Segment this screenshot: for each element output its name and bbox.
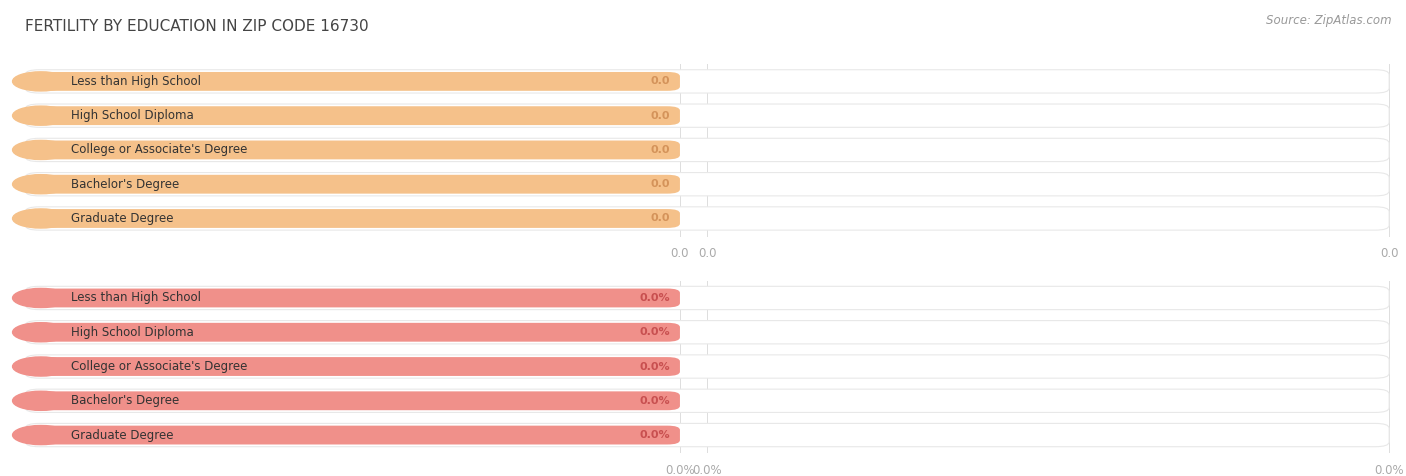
Text: 0.0%: 0.0% [640,361,671,372]
FancyBboxPatch shape [25,355,1389,378]
FancyBboxPatch shape [25,287,1389,309]
FancyBboxPatch shape [25,288,681,307]
Text: Less than High School: Less than High School [70,75,201,88]
Circle shape [13,426,69,445]
Circle shape [13,323,69,342]
Text: 0.0: 0.0 [651,110,671,121]
Text: FERTILITY BY EDUCATION IN ZIP CODE 16730: FERTILITY BY EDUCATION IN ZIP CODE 16730 [25,19,368,34]
Circle shape [13,288,69,307]
FancyBboxPatch shape [25,391,681,410]
Circle shape [13,175,69,194]
Text: College or Associate's Degree: College or Associate's Degree [70,143,247,157]
Circle shape [13,209,69,228]
Text: High School Diploma: High School Diploma [70,326,194,339]
FancyBboxPatch shape [25,426,681,445]
Text: 0.0%: 0.0% [640,396,671,406]
Text: 0.0: 0.0 [651,145,671,155]
Text: Bachelor's Degree: Bachelor's Degree [70,178,179,191]
Text: 0.0: 0.0 [651,179,671,189]
Text: 0.0: 0.0 [697,248,717,260]
FancyBboxPatch shape [25,175,681,194]
Text: 0.0: 0.0 [651,213,671,224]
Text: 0.0: 0.0 [651,76,671,87]
Text: 0.0%: 0.0% [665,464,695,476]
FancyBboxPatch shape [25,321,1389,344]
Text: Less than High School: Less than High School [70,291,201,305]
FancyBboxPatch shape [25,70,1389,93]
FancyBboxPatch shape [25,207,1389,230]
Text: Source: ZipAtlas.com: Source: ZipAtlas.com [1267,14,1392,27]
Text: College or Associate's Degree: College or Associate's Degree [70,360,247,373]
FancyBboxPatch shape [25,209,681,228]
FancyBboxPatch shape [25,140,681,159]
FancyBboxPatch shape [25,323,681,342]
Text: Bachelor's Degree: Bachelor's Degree [70,394,179,407]
Text: 0.0%: 0.0% [640,293,671,303]
Text: 0.0: 0.0 [1379,248,1399,260]
FancyBboxPatch shape [25,106,681,125]
Circle shape [13,357,69,376]
Text: Graduate Degree: Graduate Degree [70,212,173,225]
Text: 0.0: 0.0 [671,248,689,260]
Text: 0.0%: 0.0% [640,327,671,337]
Circle shape [13,106,69,125]
Text: High School Diploma: High School Diploma [70,109,194,122]
FancyBboxPatch shape [25,173,1389,196]
Text: 0.0%: 0.0% [1374,464,1405,476]
FancyBboxPatch shape [25,357,681,376]
FancyBboxPatch shape [25,424,1389,446]
FancyBboxPatch shape [25,104,1389,127]
Circle shape [13,140,69,159]
Circle shape [13,72,69,91]
Text: 0.0%: 0.0% [640,430,671,440]
Text: Graduate Degree: Graduate Degree [70,428,173,442]
FancyBboxPatch shape [25,389,1389,412]
Text: 0.0%: 0.0% [692,464,723,476]
Circle shape [13,391,69,410]
FancyBboxPatch shape [25,139,1389,161]
FancyBboxPatch shape [25,72,681,91]
